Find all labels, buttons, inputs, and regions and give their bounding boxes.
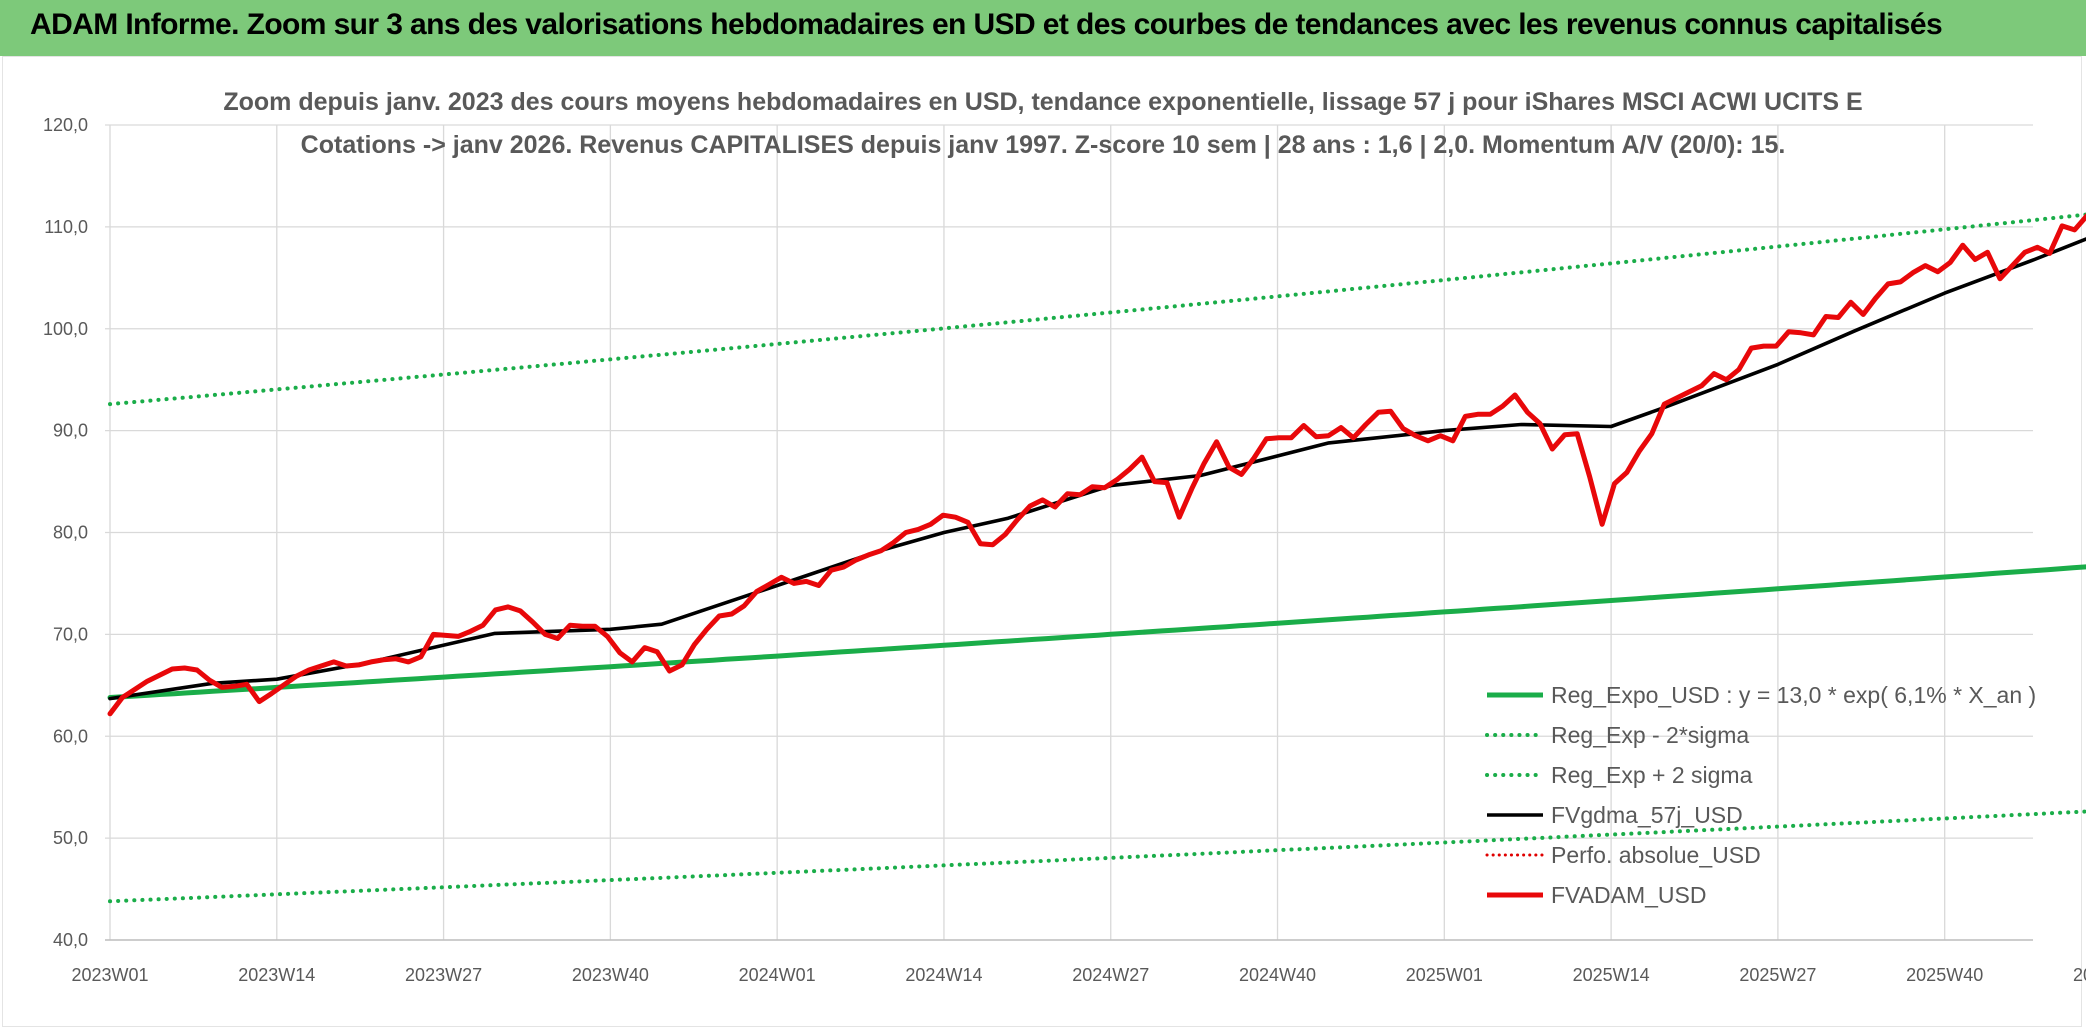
x-axis: 2023W01 2023W14 2023W27 2023W40 2024W01 2024W… bbox=[71, 939, 2086, 985]
y-tick-label: 50,0 bbox=[53, 828, 88, 848]
x-tick-label: 2023W01 bbox=[71, 965, 148, 985]
x-tick-label: 2024W01 bbox=[739, 965, 816, 985]
legend-label-4: Perfo. absolue_USD bbox=[1551, 842, 1761, 868]
legend-label-2: Reg_Exp + 2 sigma bbox=[1551, 762, 1753, 788]
x-tick-label: 2024W14 bbox=[905, 965, 982, 985]
x-tick-label: 2025W14 bbox=[1573, 965, 1650, 985]
gridlines bbox=[105, 124, 2033, 941]
series-line-3 bbox=[108, 237, 2086, 701]
legend-label-0: Reg_Expo_USD : y = 13,0 * exp( 6,1% * X_… bbox=[1551, 682, 2036, 708]
y-axis: 40,0 50,0 60,0 70,0 80,0 90,0 100,0 110,0 120,0 bbox=[43, 115, 88, 950]
x-tick-label: 2023W14 bbox=[238, 965, 315, 985]
y-tick-label: 100,0 bbox=[43, 319, 88, 339]
legend-label-1: Reg_Exp - 2*sigma bbox=[1551, 722, 1749, 748]
report-title: ADAM Informe. Zoom sur 3 ans des valoris… bbox=[30, 8, 1943, 41]
series-layer bbox=[107, 212, 2086, 904]
legend-label-3: FVgdma_57j_USD bbox=[1551, 802, 1743, 828]
chart-frame bbox=[2, 56, 2082, 1027]
y-tick-label: 110,0 bbox=[44, 217, 88, 237]
chart-title-line-2: Cotations -> janv 2026. Revenus CAPITALI… bbox=[301, 131, 1786, 159]
x-tick-label: 2023W27 bbox=[405, 965, 482, 985]
legend-label-5: FVADAM_USD bbox=[1551, 882, 1707, 908]
y-tick-label: 60,0 bbox=[53, 726, 88, 746]
y-tick-label: 120,0 bbox=[43, 115, 88, 135]
series-line-2 bbox=[108, 212, 2086, 407]
y-tick-label: 40,0 bbox=[53, 930, 88, 950]
legend: Reg_Expo_USD : y = 13,0 * exp( 6,1% * X_… bbox=[1485, 682, 2036, 908]
x-tick-label: 2025W27 bbox=[1739, 965, 1816, 985]
x-tick-label: 2025W40 bbox=[1906, 965, 1983, 985]
series-line-1 bbox=[108, 809, 2086, 904]
y-tick-label: 80,0 bbox=[53, 523, 88, 543]
x-tick-label: 2024W40 bbox=[1239, 965, 1316, 985]
report-banner: ADAM Informe. Zoom sur 3 ans des valoris… bbox=[0, 0, 2086, 56]
y-tick-label: 90,0 bbox=[53, 421, 88, 441]
series-line-5 bbox=[107, 213, 2086, 717]
x-tick-label: 2025W01 bbox=[1406, 965, 1483, 985]
chart-title-line-1: Zoom depuis janv. 2023 des cours moyens … bbox=[223, 88, 1862, 116]
chart-title: Zoom depuis janv. 2023 des cours moyens … bbox=[223, 88, 1862, 159]
x-tick-label: 2024W27 bbox=[1072, 965, 1149, 985]
y-tick-label: 70,0 bbox=[53, 624, 88, 644]
x-tick-label: 2026W01 bbox=[2073, 965, 2086, 985]
series-line-0 bbox=[107, 564, 2086, 700]
x-tick-label: 2023W40 bbox=[572, 965, 649, 985]
